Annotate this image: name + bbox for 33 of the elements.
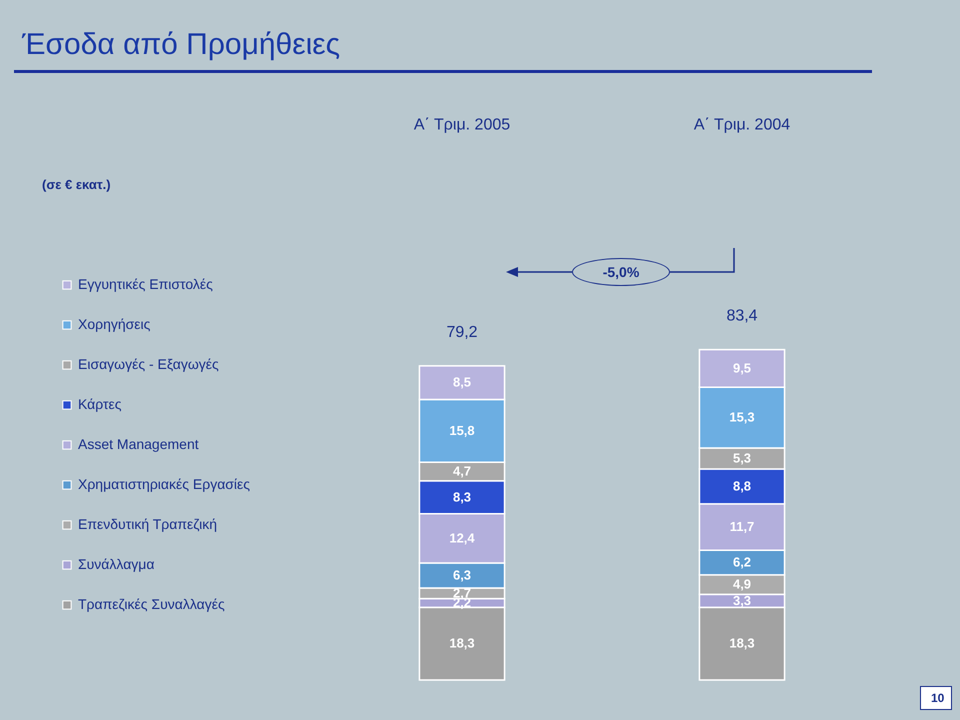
total-label: 83,4 [726,308,758,325]
legend-label: Χορηγήσεις [78,316,151,332]
data-label: 12,4 [449,530,476,546]
legend-label: Εισαγωγές - Εξαγωγές [78,356,220,372]
data-label: 11,7 [730,519,754,534]
data-label: 15,8 [449,422,475,438]
legend-label: Εγγυητικές Επιστολές [78,276,214,292]
legend-label: Τραπεζικές Συναλλαγές [78,596,225,612]
legend-label: Συνάλλαγμα [78,556,154,572]
text: -5,0% [572,258,670,286]
legend-label: Χρηματιστηριακές Εργασίες [78,476,250,492]
data-label: 5,3 [732,450,752,466]
data-label: 15,3 [729,410,755,425]
data-label: 4,9 [732,576,752,592]
data-label: 18,3 [729,636,755,651]
legend-label: Asset Management [78,436,199,452]
data-label: 6,3 [452,567,472,582]
data-label: 18,3 [449,636,475,651]
data-label: 4,7 [452,464,472,479]
chart-title: Έσοδα από Προμήθειες [22,28,340,62]
text: 10 [931,691,944,705]
data-label: 9,5 [732,360,752,376]
total-label: 79,2 [446,324,478,341]
legend-label: Κάρτες [78,396,122,412]
x-tick-label: Α΄ Τριμ. 2004 [694,116,790,134]
data-label: 8,3 [452,489,472,504]
data-label: 8,8 [732,478,752,494]
legend-label: Επενδυτική Τραπεζική [78,516,218,532]
text: (σε € εκατ.) [42,177,111,192]
data-label: 3,3 [732,592,752,608]
data-label: 6,2 [732,554,752,570]
data-label: 8,5 [452,374,472,390]
x-tick-label: Α΄ Τριμ. 2005 [414,116,510,134]
